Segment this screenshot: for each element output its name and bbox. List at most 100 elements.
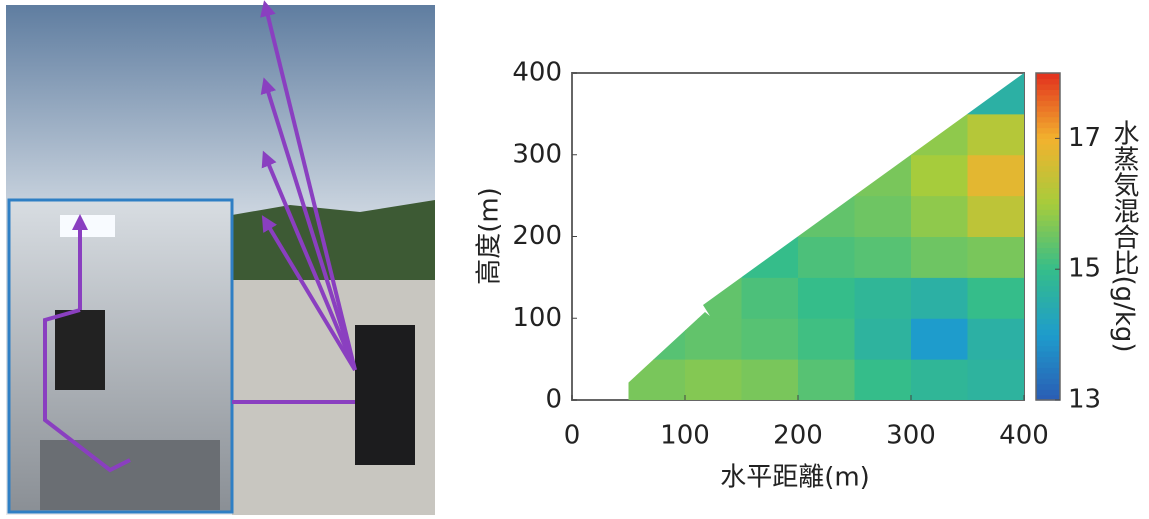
colorbar-step — [1036, 220, 1060, 226]
y-tick-label: 0 — [545, 385, 562, 415]
colorbar-step — [1036, 187, 1060, 193]
x-tick-label: 200 — [773, 421, 823, 451]
colorbar-step — [1036, 340, 1060, 346]
colorbar-step — [1036, 307, 1060, 313]
heat-cell — [855, 318, 912, 359]
colorbar-step — [1036, 296, 1060, 302]
colorbar-tick-label: 17 — [1068, 123, 1101, 153]
heat-cell — [911, 237, 968, 278]
heat-cell — [968, 196, 1025, 237]
colorbar-step — [1036, 389, 1060, 395]
colorbar-step — [1036, 138, 1060, 144]
heat-cell — [855, 196, 912, 237]
colorbar-step — [1036, 117, 1060, 123]
colorbar-step — [1036, 291, 1060, 297]
heat-cell — [742, 277, 799, 318]
colorbar-step — [1036, 106, 1060, 112]
colorbar-step — [1036, 95, 1060, 101]
colorbar-step — [1036, 149, 1060, 155]
heat-cell — [968, 155, 1025, 196]
colorbar-step — [1036, 122, 1060, 128]
colorbar-step — [1036, 182, 1060, 188]
heat-cell — [798, 318, 855, 359]
colorbar-label: 水蒸気混合比(g/kg) — [1109, 119, 1139, 352]
colorbar-step — [1036, 177, 1060, 183]
x-tick-label: 400 — [999, 421, 1049, 451]
colorbar-step — [1036, 209, 1060, 215]
colorbar-step — [1036, 329, 1060, 335]
heat-cell — [911, 318, 968, 359]
y-tick-label: 200 — [512, 221, 562, 251]
heat-cell — [685, 359, 742, 400]
heat-cell — [855, 237, 912, 278]
colorbar-step — [1036, 242, 1060, 248]
colorbar-step — [1036, 84, 1060, 90]
colorbar-step — [1036, 171, 1060, 177]
heat-cell — [798, 359, 855, 400]
heat-cell — [968, 277, 1025, 318]
heat-cell — [911, 155, 968, 196]
colorbar-step — [1036, 362, 1060, 368]
y-tick-label: 100 — [512, 303, 562, 333]
colorbar-step — [1036, 166, 1060, 172]
y-tick-label: 400 — [512, 58, 562, 88]
colorbar-step — [1036, 313, 1060, 319]
colorbar-step — [1036, 128, 1060, 134]
colorbar-step — [1036, 73, 1060, 79]
colorbar-tick-label: 13 — [1068, 385, 1101, 415]
x-tick-label: 300 — [886, 421, 936, 451]
colorbar-step — [1036, 111, 1060, 117]
heat-cell — [968, 359, 1025, 400]
colorbar-step — [1036, 280, 1060, 286]
heat-cell — [798, 277, 855, 318]
colorbar-step — [1036, 100, 1060, 106]
colorbar-step — [1036, 215, 1060, 221]
colorbar-step — [1036, 144, 1060, 150]
colorbar-step — [1036, 335, 1060, 341]
colorbar-step — [1036, 351, 1060, 357]
heat-cell — [968, 114, 1025, 155]
colorbar-step — [1036, 269, 1060, 275]
colorbar-step — [1036, 78, 1060, 84]
colorbar-step — [1036, 198, 1060, 204]
photo — [6, 5, 435, 515]
figure: 水平距離(m) 高度(m) 水蒸気混合比(g/kg) 13 15 17 0 100 200… — [0, 0, 1149, 515]
heat-cell — [968, 237, 1025, 278]
colorbar-step — [1036, 367, 1060, 373]
colorbar-step — [1036, 258, 1060, 264]
heat-cell — [855, 359, 912, 400]
x-tick-label: 0 — [564, 421, 581, 451]
colorbar-step — [1036, 155, 1060, 161]
colorbar-step — [1036, 89, 1060, 95]
heat-cell — [911, 359, 968, 400]
colorbar-step — [1036, 193, 1060, 199]
colorbar-step — [1036, 253, 1060, 259]
heat-cell — [911, 196, 968, 237]
colorbar-step — [1036, 275, 1060, 281]
colorbar-step — [1036, 302, 1060, 308]
heat-cell — [968, 318, 1025, 359]
heat-cell — [798, 237, 855, 278]
colorbar-step — [1036, 160, 1060, 166]
colorbar-step — [1036, 204, 1060, 210]
heat-cell — [742, 359, 799, 400]
x-axis-label: 水平距離(m) — [720, 463, 870, 493]
x-tick-label: 100 — [660, 421, 710, 451]
colorbar-step — [1036, 378, 1060, 384]
y-axis-label: 高度(m) — [475, 187, 505, 285]
colorbar-step — [1036, 356, 1060, 362]
colorbar-step — [1036, 318, 1060, 324]
heat-cell — [911, 277, 968, 318]
colorbar-step — [1036, 226, 1060, 232]
colorbar-step — [1036, 384, 1060, 390]
y-tick-label: 300 — [512, 139, 562, 169]
colorbar-step — [1036, 346, 1060, 352]
heat-cell — [855, 277, 912, 318]
colorbar-step — [1036, 231, 1060, 237]
colorbar-step — [1036, 373, 1060, 379]
heat-cell — [742, 318, 799, 359]
heat-cell — [685, 318, 742, 359]
colorbar-tick-label: 15 — [1068, 254, 1101, 284]
colorbar-step — [1036, 324, 1060, 330]
colorbar-step — [1036, 286, 1060, 292]
